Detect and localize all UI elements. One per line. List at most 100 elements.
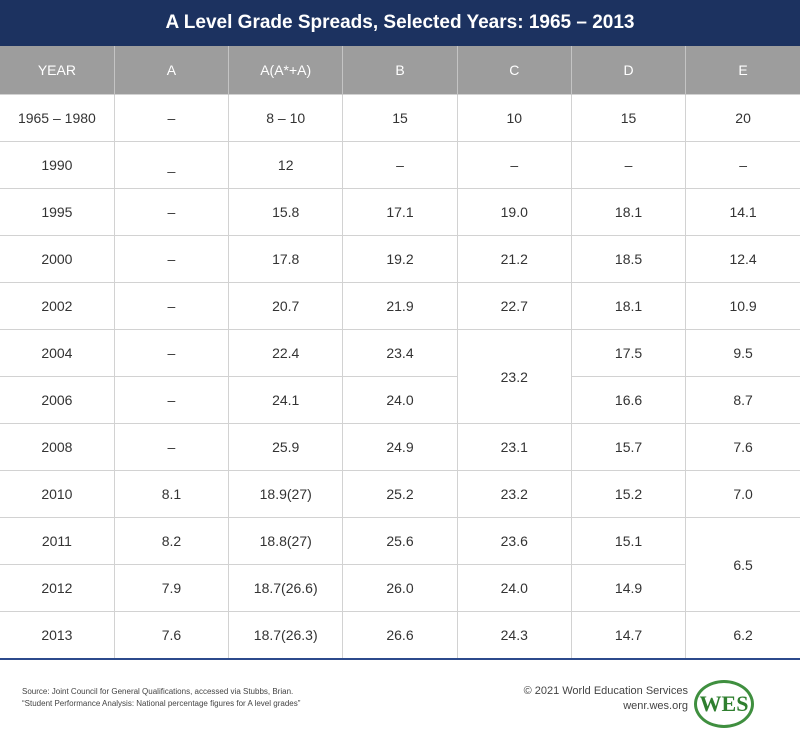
header-cell: A(A*+A): [228, 46, 343, 95]
table-cell: 24.9: [342, 423, 458, 471]
table-cell: 23.2: [456, 470, 572, 518]
title: A Level Grade Spreads, Selected Years: 1…: [0, 0, 800, 46]
table-cell: 23.4: [342, 329, 458, 377]
table-cell: 18.5: [570, 235, 687, 283]
header-cell: A: [113, 46, 229, 95]
table-cell: –: [113, 282, 230, 330]
table-cell: 20: [685, 94, 800, 142]
table-cell: 15: [570, 94, 687, 142]
header-cell: B: [342, 46, 458, 95]
table-row: 2011 8.2 18.8(27) 25.6 23.6 15.1 6.5: [0, 517, 800, 612]
table-cell: –: [113, 94, 230, 142]
table-cell: 10: [456, 94, 572, 142]
table-cell: 2011: [0, 517, 115, 565]
table-cell: 15.1: [570, 517, 687, 565]
table-cell: 18.8(27): [228, 517, 344, 565]
header-cell: E: [685, 46, 800, 95]
table-cell: _: [113, 141, 230, 189]
table-cell: 17.5: [570, 329, 687, 377]
table-cell: –: [456, 141, 572, 189]
table-cell: –: [113, 235, 230, 283]
table-cell: 2000: [0, 235, 115, 283]
table-row: 1965 – 1980–8 – 10 15 10 15 20: [0, 94, 800, 142]
table-cell: 2004: [0, 329, 115, 377]
table-cell: 8 – 10: [228, 94, 344, 142]
table-cell: 18.7(26.3): [228, 611, 344, 660]
table-cell: 19.2: [342, 235, 458, 283]
table-cell: 12: [228, 141, 344, 189]
table-cell: 2002: [0, 282, 115, 330]
table-cell: –: [685, 141, 800, 189]
table-cell: 18.9(27): [228, 470, 344, 518]
table-cell: 2008: [0, 423, 115, 471]
table-cell: 21.2: [456, 235, 572, 283]
table-cell: 21.9: [342, 282, 458, 330]
table-row: 2008–25.9 24.9 23.1 15.7 7.6: [0, 423, 800, 471]
table-cell: –: [113, 329, 230, 377]
table-cell: 22.7: [456, 282, 572, 330]
table-cell: 10.9: [685, 282, 800, 330]
table-cell: 14.9: [570, 564, 686, 612]
table-cell: 18.7(26.6): [228, 564, 344, 612]
table-cell: 14.1: [685, 188, 800, 236]
table-cell: 20.7: [228, 282, 344, 330]
table-cell: 7.0: [685, 470, 800, 518]
table-cell: 18.1: [570, 282, 687, 330]
table-row: 2004–22.4 23.4 23.2 17.5 9.5: [0, 329, 800, 424]
table-cell: 7.6: [685, 423, 800, 471]
table-cell: 23.1: [456, 423, 572, 471]
table-cell: 7.6: [113, 611, 230, 660]
table-cell: 2012: [0, 564, 115, 612]
table-row: 2010 8.1 18.9(27) 25.2 23.2 15.2 7.0: [0, 470, 800, 518]
table-cell: 15.7: [570, 423, 687, 471]
table-cell: –: [113, 423, 230, 471]
table-cell: 23.2: [456, 329, 572, 424]
table-row: 2013 7.6 18.7(26.3) 26.6 24.3 14.7 6.2: [0, 611, 800, 660]
table-cell: 19.0: [456, 188, 572, 236]
table-cell: 7.9: [113, 564, 230, 612]
table-cell: 12.4: [685, 235, 800, 283]
table-cell: 22.4: [228, 329, 344, 377]
table-cell: 15.8: [228, 188, 344, 236]
table-cell: 17.1: [342, 188, 458, 236]
table-cell: 2006: [0, 376, 115, 424]
table-cell: 26.6: [342, 611, 458, 660]
source-line: “Student Performance Analysis: National …: [22, 699, 301, 708]
table-cell: 6.2: [685, 611, 800, 660]
copyright: © 2021 World Education Services: [523, 685, 688, 697]
table-cell: 15.2: [570, 470, 687, 518]
table-cell: 1990: [0, 141, 115, 189]
table-row: 2002–20.7 21.9 22.7 18.1 10.9: [0, 282, 800, 330]
table-row: 1995–15.8 17.1 19.0 18.1 14.1: [0, 188, 800, 236]
table-row: 1990 _ 12– – – –: [0, 141, 800, 189]
table-row: 2012 7.9 18.7(26.6) 26.0 24.0 14.9: [0, 564, 800, 612]
table-cell: 16.6: [570, 376, 687, 424]
table-cell: 23.6: [456, 517, 572, 565]
table-cell: 24.0: [456, 564, 572, 612]
table-cell: 6.5: [685, 517, 800, 612]
header-cell: YEAR: [0, 46, 115, 95]
table-cell: 26.0: [342, 564, 458, 612]
table-cell: 9.5: [685, 329, 800, 377]
grade-table: YEAR A A(A*+A) B C D E 1965 – 1980–8 – 10 15 10 15…: [0, 46, 800, 660]
table-cell: 17.8: [228, 235, 344, 283]
table-cell: 8.7: [685, 376, 800, 424]
table-cell: –: [113, 188, 230, 236]
table-cell: 14.7: [570, 611, 687, 660]
logo: WES: [694, 680, 754, 728]
header-cell: D: [570, 46, 686, 95]
table-cell: 24.0: [342, 376, 458, 424]
table-cell: –: [570, 141, 687, 189]
header-cell: C: [456, 46, 572, 95]
table-cell: 18.1: [570, 188, 687, 236]
table-cell: 24.3: [456, 611, 572, 660]
table-row: 2000–17.8 19.2 21.2 18.5 12.4: [0, 235, 800, 283]
table-cell: 2010: [0, 470, 115, 518]
table-cell: –: [113, 376, 230, 424]
table-cell: 15: [342, 94, 458, 142]
table-cell: 25.9: [228, 423, 344, 471]
url: wenr.wes.org: [623, 700, 688, 712]
table-row: 2006–24.1 24.0 16.6 8.7: [0, 376, 800, 424]
table-cell: –: [342, 141, 458, 189]
